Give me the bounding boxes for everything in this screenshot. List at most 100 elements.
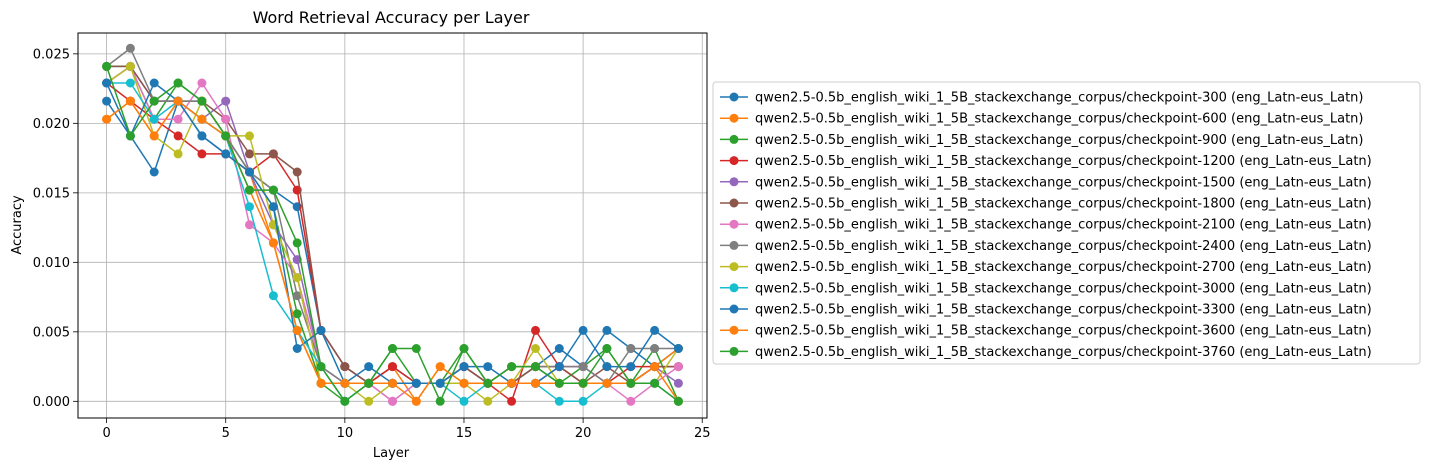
data-point (125, 61, 135, 71)
data-point (459, 344, 469, 353)
data-point (364, 396, 374, 406)
data-point (149, 78, 159, 88)
data-point (173, 114, 183, 124)
y-tick-label: 0.025 (33, 47, 70, 62)
data-point (245, 131, 254, 141)
data-point (483, 362, 493, 372)
legend-item: qwen2.5-0.5b_english_wiki_1_5B_stackexch… (720, 154, 1372, 169)
data-point (650, 378, 660, 388)
data-point (268, 149, 278, 159)
legend-marker (729, 177, 739, 187)
series-layer (102, 43, 683, 406)
legend-label: qwen2.5-0.5b_english_wiki_1_5B_stackexch… (755, 175, 1372, 190)
data-point (292, 325, 302, 335)
data-point (125, 78, 135, 88)
legend-label: qwen2.5-0.5b_english_wiki_1_5B_stackexch… (755, 303, 1372, 318)
data-point (673, 362, 683, 372)
data-point (578, 378, 588, 388)
x-axis-ticks: 0 5 10 15 20 25 (102, 418, 711, 441)
y-tick-label: 0.000 (33, 395, 70, 410)
data-point (578, 396, 588, 406)
data-point (483, 396, 493, 406)
legend-label: qwen2.5-0.5b_english_wiki_1_5B_stackexch… (755, 324, 1372, 339)
data-point (268, 238, 278, 248)
x-tick-label: 25 (694, 426, 711, 441)
data-point (650, 344, 660, 353)
data-point (531, 362, 540, 372)
y-tick-label: 0.015 (33, 186, 70, 201)
data-point (149, 114, 159, 124)
data-point (102, 78, 112, 88)
legend-item: qwen2.5-0.5b_english_wiki_1_5B_stackexch… (720, 175, 1372, 190)
data-point (292, 291, 302, 301)
data-point (268, 291, 278, 301)
data-point (125, 96, 135, 106)
data-point (578, 325, 588, 335)
data-point (221, 149, 231, 159)
y-tick-label: 0.005 (33, 325, 70, 340)
data-point (197, 96, 207, 106)
x-tick-label: 20 (575, 426, 592, 441)
legend-item: qwen2.5-0.5b_english_wiki_1_5B_stackexch… (720, 260, 1372, 275)
data-point (388, 362, 397, 372)
data-point (578, 362, 588, 372)
data-point (197, 131, 207, 141)
data-point (173, 78, 183, 88)
data-point (149, 131, 159, 141)
data-point (364, 362, 374, 372)
data-point (125, 131, 135, 141)
data-point (411, 378, 421, 388)
y-tick-label: 0.010 (33, 256, 70, 271)
data-point (245, 185, 254, 195)
data-point (149, 167, 159, 177)
data-point (221, 131, 231, 141)
y-axis-label: Accuracy (10, 195, 25, 255)
x-tick-label: 5 (222, 426, 230, 441)
legend-marker (729, 262, 739, 272)
legend-marker (729, 92, 739, 102)
legend-label: qwen2.5-0.5b_english_wiki_1_5B_stackexch… (755, 91, 1363, 106)
data-point (102, 96, 112, 106)
data-point (364, 378, 374, 388)
data-point (531, 344, 540, 353)
data-point (554, 396, 564, 406)
legend-item: qwen2.5-0.5b_english_wiki_1_5B_stackexch… (720, 239, 1372, 254)
legend-marker (729, 219, 739, 229)
data-point (435, 378, 445, 388)
data-point (673, 344, 683, 353)
data-point (292, 273, 302, 283)
data-point (554, 344, 564, 353)
legend-label: qwen2.5-0.5b_english_wiki_1_5B_stackexch… (755, 112, 1363, 127)
data-point (650, 362, 660, 372)
data-point (245, 167, 254, 177)
data-point (245, 220, 254, 230)
legend: qwen2.5-0.5b_english_wiki_1_5B_stackexch… (712, 81, 1421, 365)
legend-label: qwen2.5-0.5b_english_wiki_1_5B_stackexch… (755, 260, 1372, 275)
data-point (197, 149, 207, 159)
x-axis-label: Layer (373, 446, 410, 461)
legend-marker (729, 325, 739, 335)
data-point (102, 61, 112, 71)
data-point (173, 149, 183, 159)
data-point (149, 96, 159, 106)
legend-marker (729, 156, 739, 166)
legend-item: qwen2.5-0.5b_english_wiki_1_5B_stackexch… (720, 133, 1363, 148)
legend-item: qwen2.5-0.5b_english_wiki_1_5B_stackexch… (720, 91, 1363, 106)
data-point (316, 378, 326, 388)
legend-label: qwen2.5-0.5b_english_wiki_1_5B_stackexch… (755, 133, 1363, 148)
data-point (650, 325, 660, 335)
data-point (245, 202, 254, 212)
data-point (197, 114, 207, 124)
plot-frame (77, 32, 708, 419)
data-point (411, 396, 421, 406)
data-point (411, 344, 421, 353)
data-point (673, 378, 683, 388)
x-tick-label: 10 (337, 426, 354, 441)
legend-label: qwen2.5-0.5b_english_wiki_1_5B_stackexch… (755, 345, 1372, 360)
data-point (531, 378, 540, 388)
data-point (459, 396, 469, 406)
legend-item: qwen2.5-0.5b_english_wiki_1_5B_stackexch… (720, 281, 1372, 296)
data-point (340, 362, 350, 372)
data-point (507, 378, 517, 388)
